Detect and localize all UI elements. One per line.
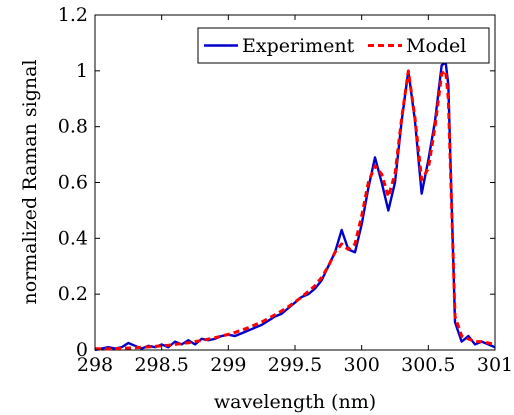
x-tick-label: 301 (477, 354, 513, 376)
series-line-model (94, 69, 496, 351)
x-tick-label: 299 (210, 354, 246, 376)
x-tick-label: 298 (77, 354, 113, 376)
x-tick-label: 299.5 (268, 354, 322, 376)
x-tick-label: 298.5 (134, 354, 188, 376)
legend-box (197, 27, 490, 64)
y-tick-label: 0.6 (58, 172, 88, 194)
ticks-layer: 298 298.5 299 299.5 300 300.5 301 0 0.2 0.4 0.6 0.8… (58, 4, 513, 376)
legend-experiment-label: Experiment (242, 35, 355, 57)
y-tick-label: 0.2 (58, 283, 88, 305)
series-line-experiment (94, 61, 496, 352)
legend: Experiment Model (197, 27, 490, 64)
y-axis-label: normalized Raman signal (19, 59, 41, 304)
legend-model-label: Model (406, 35, 466, 57)
x-tick-label: 300 (344, 354, 380, 376)
plot-frame (94, 14, 496, 351)
y-tick-label: 1.2 (58, 4, 88, 26)
y-tick-label: 0 (76, 339, 88, 361)
y-tick-label: 1 (76, 60, 88, 82)
y-tick-label: 0.4 (58, 227, 88, 249)
x-axis-label: wavelength (nm) (214, 391, 376, 413)
series-layer (94, 61, 496, 352)
x-tick-label: 300.5 (401, 354, 455, 376)
y-tick-label: 0.8 (58, 116, 88, 138)
